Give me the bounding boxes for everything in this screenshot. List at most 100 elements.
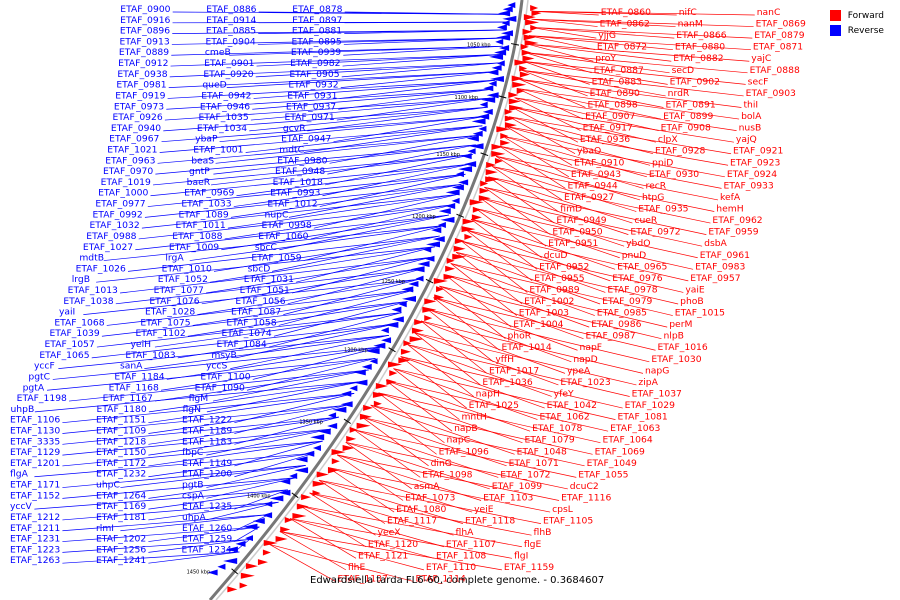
forward-gene-label: ETAF_1055 xyxy=(578,469,628,480)
forward-gene-arrow xyxy=(453,245,466,252)
forward-gene-arrow xyxy=(491,143,504,150)
reverse-gene-label: ETAF_1235 xyxy=(182,501,232,512)
reverse-gene-arrow xyxy=(501,20,510,27)
forward-leader-line xyxy=(495,155,719,201)
forward-leader-line xyxy=(530,26,597,39)
reverse-leader-line xyxy=(120,514,270,532)
reverse-gene-label: ETAF_1013 xyxy=(68,285,118,296)
scale-labels: 1050 kbp 1100 kbp 1150 kbp 1200 kbp 1250 kbp… xyxy=(187,42,491,575)
forward-gene-label: nanC xyxy=(757,7,781,18)
forward-gene-label: ETAF_1137 xyxy=(338,573,388,584)
forward-leader-line xyxy=(362,417,429,467)
forward-gene-label: ETAF_1071 xyxy=(509,458,559,469)
reverse-leader-line xyxy=(327,144,477,175)
reverse-gene-label: ETAF_0993 xyxy=(270,188,320,199)
forward-leader-line xyxy=(527,43,750,62)
forward-gene-label: ETAF_0976 xyxy=(612,273,662,284)
forward-gene-arrow xyxy=(342,445,355,452)
forward-leader-line xyxy=(461,240,528,293)
forward-gene-label: napC xyxy=(446,435,470,446)
forward-gene-label: ETAF_0866 xyxy=(676,30,726,41)
forward-leader-line xyxy=(514,97,581,131)
reverse-gene-arrow xyxy=(502,6,513,13)
reverse-leader-line xyxy=(148,526,260,542)
reverse-leader-line xyxy=(338,88,493,110)
reverse-leader-line xyxy=(344,29,506,34)
forward-gene-label: ETAF_1110 xyxy=(426,562,476,573)
reverse-gene-label: ETAF_0970 xyxy=(103,166,153,177)
forward-gene-label: thiI xyxy=(743,99,758,110)
reverse-leader-line xyxy=(170,54,502,67)
reverse-gene-arrow xyxy=(328,412,337,419)
reverse-leader-line xyxy=(148,416,339,445)
forward-gene-arrow xyxy=(301,494,312,501)
forward-leader-line xyxy=(445,274,668,328)
forward-gene-label: ETAF_0888 xyxy=(750,65,800,76)
forward-leader-line xyxy=(427,308,650,363)
reverse-leader-line xyxy=(313,194,458,229)
reverse-gene-label: ETAF_0931 xyxy=(287,90,337,101)
forward-gene-label: ppiD xyxy=(652,157,673,168)
reverse-gene-arrow xyxy=(495,38,504,45)
reverse-leader-line xyxy=(83,278,419,315)
reverse-leader-line xyxy=(163,106,488,132)
reverse-leader-line xyxy=(141,194,458,229)
forward-gene-label: napD xyxy=(573,354,597,365)
reverse-gene-arrow xyxy=(353,379,368,386)
reverse-leader-line xyxy=(144,334,389,370)
scale-label: 1250 kbp xyxy=(382,279,406,285)
forward-leader-lines xyxy=(269,10,755,582)
forward-gene-label: htpG xyxy=(642,192,664,203)
reverse-gene-label: uhpA xyxy=(182,512,206,523)
forward-leader-line xyxy=(499,145,722,189)
forward-gene-label: recR xyxy=(646,180,667,191)
reverse-gene-arrow xyxy=(461,153,472,160)
forward-leader-line xyxy=(514,97,737,131)
reverse-leader-line xyxy=(340,71,498,89)
forward-leader-line xyxy=(470,218,538,270)
legend-label-reverse: Reverse xyxy=(847,25,884,36)
forward-gene-label: nifC xyxy=(679,7,697,18)
reverse-leader-line xyxy=(333,116,486,143)
reverse-leader-line xyxy=(34,489,288,510)
reverse-gene-arrow xyxy=(486,69,499,76)
genome-backbone xyxy=(208,0,524,600)
forward-gene-label: ETAF_1002 xyxy=(524,296,574,307)
reverse-gene-label: lrgA xyxy=(165,253,184,264)
reverse-gene-arrow xyxy=(225,546,238,553)
reverse-leader-line xyxy=(148,477,297,499)
forward-leader-line xyxy=(532,10,755,16)
forward-leader-line xyxy=(328,467,473,513)
forward-gene-arrow xyxy=(504,108,513,115)
forward-gene-arrow xyxy=(509,104,524,111)
forward-gene-label: ETAF_1107 xyxy=(446,539,496,550)
forward-gene-arrow xyxy=(500,132,509,139)
forward-gene-label: ETAF_0860 xyxy=(601,7,651,18)
reverse-gene-label: ETAF_1075 xyxy=(140,317,190,328)
reverse-gene-label: ETAF_1058 xyxy=(226,317,276,328)
forward-gene-label: ETAF_0961 xyxy=(700,250,750,261)
forward-leader-line xyxy=(527,43,672,62)
reverse-gene-label: ETAF_0878 xyxy=(292,4,342,15)
forward-gene-label: ETAF_0902 xyxy=(670,76,720,87)
forward-gene-label: ETAF_1063 xyxy=(610,423,660,434)
forward-gene-label: dinG xyxy=(431,458,452,469)
reverse-leader-line xyxy=(192,289,414,326)
forward-gene-label: ETAF_0923 xyxy=(730,157,780,168)
scale-label: 1300 kbp xyxy=(344,348,368,354)
reverse-gene-label: ETAF_0886 xyxy=(206,4,256,15)
reverse-gene-arrow xyxy=(496,24,507,31)
forward-gene-arrow xyxy=(296,503,309,510)
reverse-gene-arrow xyxy=(252,518,265,525)
forward-gene-arrow xyxy=(512,81,527,88)
forward-gene-arrow xyxy=(275,535,288,542)
reverse-gene-label: ETAF_1100 xyxy=(200,371,250,382)
forward-gene-label: phoR xyxy=(507,331,531,342)
forward-gene-label: ETAF_0908 xyxy=(661,123,711,134)
reverse-leader-line xyxy=(324,154,473,186)
forward-gene-arrow xyxy=(478,195,491,202)
reverse-leader-line xyxy=(148,539,250,553)
forward-gene-label: yeiE xyxy=(474,504,494,515)
reverse-leader-line xyxy=(235,323,396,359)
